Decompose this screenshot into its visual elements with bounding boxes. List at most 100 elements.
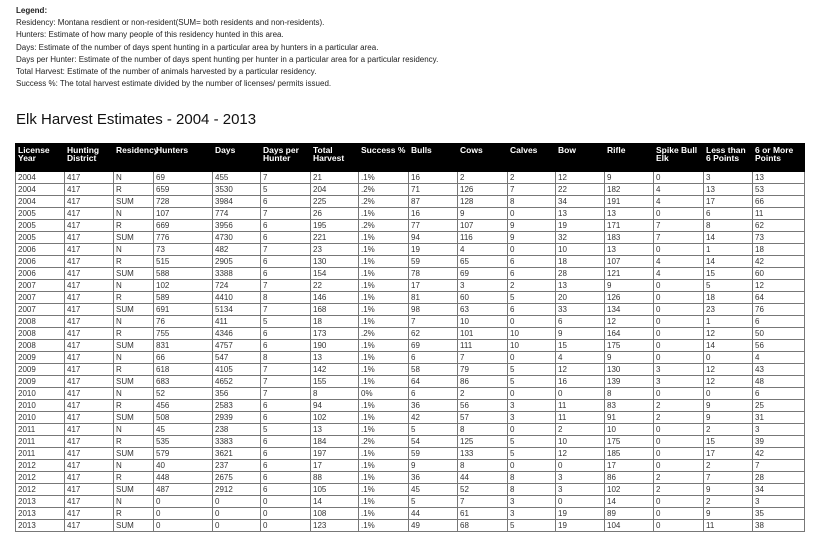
table-cell: 2011 — [15, 423, 65, 436]
table-cell: 2013 — [15, 507, 65, 520]
table-cell: 0 — [653, 207, 704, 220]
table-cell: 417 — [64, 171, 114, 184]
table-cell: 8 — [310, 387, 359, 400]
table-cell: R — [113, 183, 154, 196]
column-header: Hunting District — [64, 143, 114, 172]
table-row: 2012 417 N 40 237 6 17.1% 9 8 0 0 17 0 2 7 — [15, 459, 805, 472]
table-cell: 6 — [260, 195, 311, 208]
table-cell: 487 — [153, 483, 213, 496]
table-cell: 76 — [153, 315, 213, 328]
table-cell: 417 — [64, 255, 114, 268]
table-cell: 7 — [260, 363, 311, 376]
table-cell: 10 — [555, 435, 605, 448]
table-cell: 6 — [260, 399, 311, 412]
table-cell: 18 — [703, 291, 753, 304]
table-cell: SUM — [113, 231, 154, 244]
table-cell: 2583 — [212, 399, 261, 412]
table-cell: 4730 — [212, 231, 261, 244]
table-cell: 107 — [604, 255, 654, 268]
table-cell: 12 — [555, 447, 605, 460]
table-cell: 7 — [653, 231, 704, 244]
table-cell: 39 — [752, 435, 805, 448]
table-cell: 5 — [408, 495, 458, 508]
table-cell: 17 — [604, 459, 654, 472]
table-cell: 98 — [408, 303, 458, 316]
column-header: Days per Hunter — [260, 143, 311, 172]
table-cell: 6 — [703, 207, 753, 220]
table-cell: .2% — [358, 327, 409, 340]
table-cell: .1% — [358, 255, 409, 268]
table-cell: 4 — [653, 195, 704, 208]
table-cell: 831 — [153, 339, 213, 352]
table-cell: 2012 — [15, 471, 65, 484]
table-cell: 0 — [507, 243, 556, 256]
table-cell: 108 — [310, 507, 359, 520]
table-cell: 2 — [653, 399, 704, 412]
table-cell: 417 — [64, 423, 114, 436]
legend-line: Success %: The total harvest estimate di… — [16, 79, 332, 89]
column-header: Hunters — [153, 143, 213, 172]
table-cell: 3 — [555, 471, 605, 484]
table-cell: 3 — [555, 483, 605, 496]
table-cell: 83 — [604, 399, 654, 412]
table-cell: 4346 — [212, 327, 261, 340]
table-cell: 5 — [507, 363, 556, 376]
table-cell: 6 — [260, 219, 311, 232]
table-cell: N — [113, 423, 154, 436]
table-cell: 417 — [64, 387, 114, 400]
table-row: 2005 417 N 107 774 7 26.1% 16 9 0 13 13 0 6 11 — [15, 207, 805, 220]
table-cell: 0 — [653, 495, 704, 508]
table-cell: 0 — [653, 447, 704, 460]
table-cell: 3 — [752, 423, 805, 436]
table-cell: .1% — [358, 315, 409, 328]
table-cell: 0 — [653, 351, 704, 364]
table-cell: 53 — [752, 183, 805, 196]
table-cell: .1% — [358, 423, 409, 436]
table-cell: 7 — [457, 495, 508, 508]
table-row: 2009 417 SUM 683 4652 7 155.1% 64 86 5 16 139 3 12 48 — [15, 375, 805, 388]
table-cell: 8 — [703, 219, 753, 232]
table-cell: .2% — [358, 219, 409, 232]
table-cell: 12 — [703, 375, 753, 388]
table-cell: 13 — [604, 243, 654, 256]
table-cell: 4105 — [212, 363, 261, 376]
table-cell: .1% — [358, 363, 409, 376]
table-cell: 7 — [260, 279, 311, 292]
table-cell: 417 — [64, 339, 114, 352]
table-cell: 42 — [752, 255, 805, 268]
table-cell: 4 — [752, 351, 805, 364]
table-cell: SUM — [113, 195, 154, 208]
table-cell: 14 — [703, 255, 753, 268]
table-cell: 20 — [555, 291, 605, 304]
table-cell: 102 — [604, 483, 654, 496]
table-cell: 3 — [507, 507, 556, 520]
table-cell: 6 — [752, 387, 805, 400]
table-cell: 56 — [752, 339, 805, 352]
table-cell: 111 — [457, 339, 508, 352]
table-row: 2012 417 SUM 487 2912 6 105.1% 45 52 8 3 102 2 9 34 — [15, 483, 805, 496]
table-cell: 44 — [457, 471, 508, 484]
table-cell: 417 — [64, 327, 114, 340]
table-cell: 26 — [310, 207, 359, 220]
table-cell: 76 — [752, 303, 805, 316]
table-cell: 7 — [260, 207, 311, 220]
table-cell: 128 — [457, 195, 508, 208]
table-cell: 79 — [457, 363, 508, 376]
table-cell: 6 — [260, 411, 311, 424]
table-cell: 190 — [310, 339, 359, 352]
table-cell: 17 — [703, 195, 753, 208]
table-cell: 23 — [310, 243, 359, 256]
column-header: Cows — [457, 143, 508, 172]
table-cell: 1 — [703, 315, 753, 328]
table-cell: 2004 — [15, 183, 65, 196]
table-cell: 28 — [752, 471, 805, 484]
table-cell: 2010 — [15, 387, 65, 400]
table-cell: 659 — [153, 183, 213, 196]
column-header: Total Harvest — [310, 143, 359, 172]
table-cell: SUM — [113, 339, 154, 352]
table-cell: 237 — [212, 459, 261, 472]
table-cell: 6 — [260, 435, 311, 448]
table-cell: 61 — [457, 507, 508, 520]
table-cell: 94 — [408, 231, 458, 244]
table-cell: 14 — [604, 495, 654, 508]
